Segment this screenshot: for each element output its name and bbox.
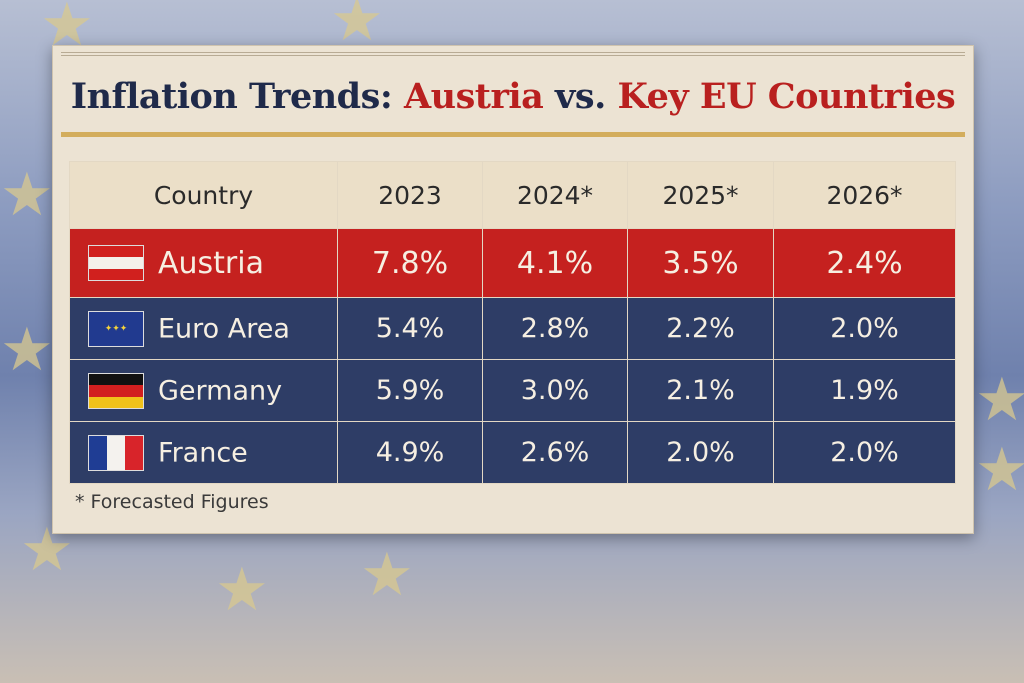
value-cell: 2.0% <box>773 297 956 360</box>
value-cell: 7.8% <box>337 228 483 298</box>
page-title: Inflation Trends: Austria vs. Key EU Cou… <box>53 76 973 117</box>
value-cell: 2.8% <box>482 297 628 360</box>
header-row: Country 2023 2024* 2025* 2026* <box>69 161 956 229</box>
value-cell: 4.1% <box>482 228 628 298</box>
country-name: France <box>158 437 248 468</box>
star-decoration: ★ <box>360 540 414 610</box>
star-decoration: ★ <box>215 555 269 625</box>
value-cell: 2.4% <box>773 228 956 298</box>
title-highlight: Austria <box>403 76 544 117</box>
austria-flag-icon <box>88 245 144 282</box>
value-cell: 5.9% <box>337 359 483 422</box>
column-header: 2023 <box>337 161 483 229</box>
star-decoration: ★ <box>0 315 54 385</box>
value-cell: 4.9% <box>337 421 483 484</box>
france-flag-icon <box>88 434 144 471</box>
star-decoration: ★ <box>330 0 384 55</box>
value-cell: 3.0% <box>482 359 628 422</box>
title-text: vs. <box>543 76 618 117</box>
country-cell: Germany <box>69 359 338 422</box>
star-decoration: ★ <box>975 435 1024 505</box>
country-cell: ✦✦✦ Euro Area <box>69 297 338 360</box>
star-decoration: ★ <box>0 160 54 230</box>
title-divider <box>61 132 965 137</box>
value-cell: 2.0% <box>627 421 774 484</box>
value-cell: 2.2% <box>627 297 774 360</box>
country-name: Germany <box>158 375 283 406</box>
value-cell: 2.1% <box>627 359 774 422</box>
country-name: Austria <box>158 245 264 281</box>
value-cell: 1.9% <box>773 359 956 422</box>
value-cell: 5.4% <box>337 297 483 360</box>
title-highlight: Key EU Countries <box>617 76 956 117</box>
table-row: Austria 7.8% 4.1% 3.5% 2.4% <box>69 228 956 298</box>
column-header: Country <box>69 161 338 229</box>
country-name: Euro Area <box>158 313 290 344</box>
star-decoration: ★ <box>975 365 1024 435</box>
table-row: ✦✦✦ Euro Area 5.4% 2.8% 2.2% 2.0% <box>69 297 956 360</box>
country-cell: France <box>69 421 338 484</box>
column-header: 2024* <box>482 161 628 229</box>
value-cell: 2.0% <box>773 421 956 484</box>
column-header: 2025* <box>627 161 774 229</box>
value-cell: 3.5% <box>627 228 774 298</box>
table-row: Germany 5.9% 3.0% 2.1% 1.9% <box>69 359 956 422</box>
germany-flag-icon <box>88 372 144 409</box>
infographic-card: Inflation Trends: Austria vs. Key EU Cou… <box>52 45 974 534</box>
eu-flag-icon: ✦✦✦ <box>88 310 144 347</box>
footnote: * Forecasted Figures <box>75 491 269 513</box>
column-header: 2026* <box>773 161 956 229</box>
country-cell: Austria <box>69 228 338 298</box>
inflation-table: Country 2023 2024* 2025* 2026* Austria 7.… <box>69 161 956 484</box>
value-cell: 2.6% <box>482 421 628 484</box>
title-text: Inflation Trends: <box>70 76 404 117</box>
table-row: France 4.9% 2.6% 2.0% 2.0% <box>69 421 956 484</box>
